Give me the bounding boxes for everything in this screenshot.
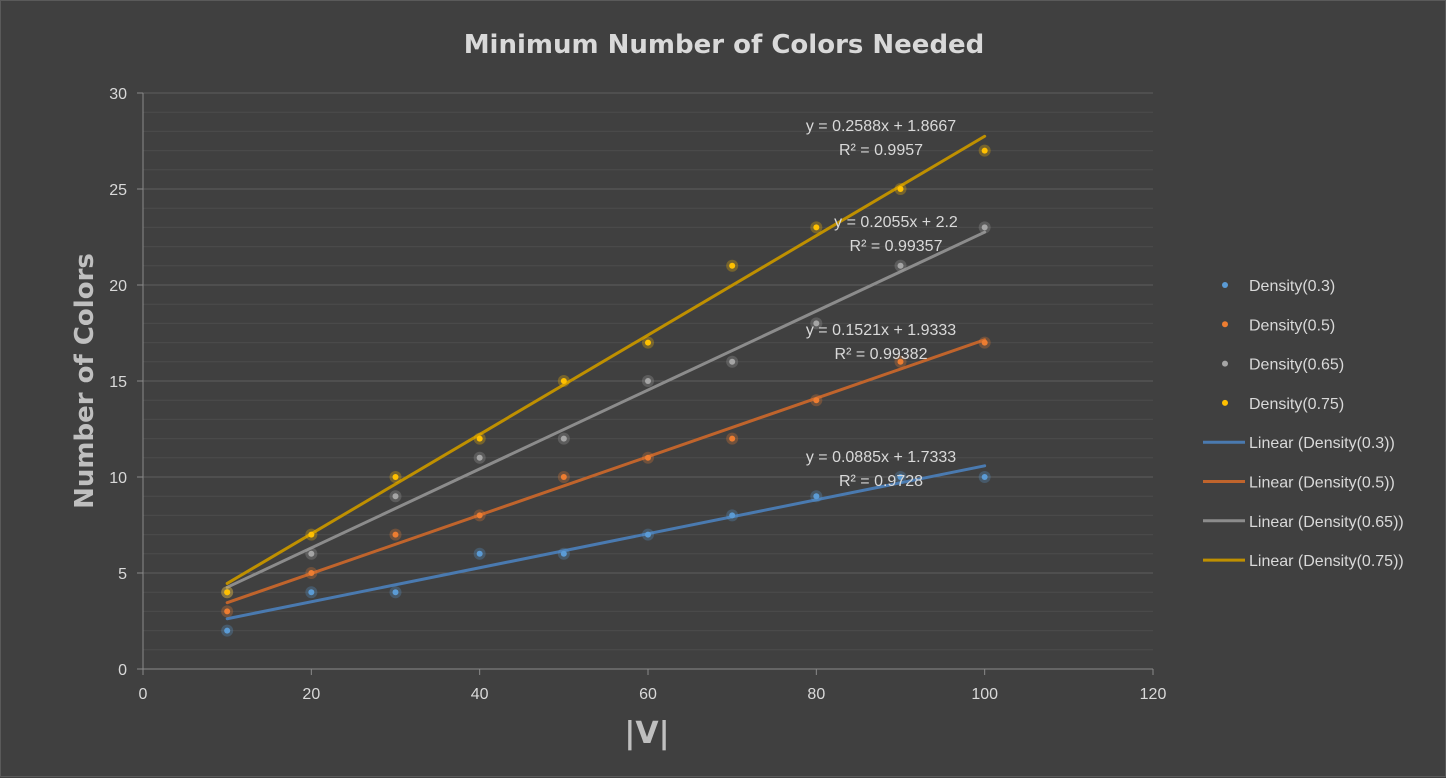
data-point-series-3 — [729, 262, 736, 269]
data-point-series-2 — [560, 435, 567, 442]
legend-entry-1: Density(0.5) — [1249, 317, 1335, 334]
data-point-series-1 — [897, 358, 904, 365]
data-point-series-2 — [729, 358, 736, 365]
data-point-series-0 — [645, 531, 651, 538]
legend-entry-2: Density(0.65) — [1249, 357, 1344, 374]
data-point-series-0 — [560, 550, 567, 557]
legend-marker-3 — [1222, 399, 1228, 406]
data-point-series-2 — [981, 224, 988, 231]
data-point-series-1 — [308, 570, 315, 576]
x-tick-label: 20 — [302, 686, 320, 703]
legend-entry-3: Density(0.75) — [1249, 396, 1344, 413]
x-axis-title: |V| — [624, 716, 669, 751]
trendline-3 — [225, 134, 987, 585]
trendline-equation-2: y = 0.2055x + 2.2 — [834, 214, 958, 231]
trendline-r2-3: R² = 0.9957 — [839, 142, 923, 159]
legend-trend-entry-1: Linear (Density(0.5)) — [1249, 475, 1395, 492]
data-point-series-0 — [897, 474, 904, 480]
data-point-series-0 — [813, 493, 820, 500]
trendline-equation-3: y = 0.2588x + 1.8667 — [806, 118, 956, 135]
data-point-series-0 — [729, 512, 736, 519]
data-point-series-2 — [645, 378, 651, 384]
data-point-series-3 — [645, 339, 651, 346]
data-point-series-0 — [981, 474, 988, 480]
legend-marker-0 — [1222, 282, 1228, 288]
data-point-series-1 — [224, 608, 231, 615]
legend: Density(0.3) Density(0.5) Density(0.65) Den… — [1203, 278, 1404, 570]
trendline-0 — [225, 464, 987, 621]
data-point-series-1 — [476, 512, 483, 519]
data-point-series-2 — [308, 550, 315, 557]
data-point-series-1 — [729, 435, 736, 442]
y-tick-label: 25 — [109, 182, 127, 199]
y-tick-label: 15 — [109, 374, 127, 391]
data-point-series-1 — [981, 339, 988, 346]
data-point-series-0 — [476, 550, 483, 557]
x-tick-label: 60 — [639, 686, 657, 703]
trendline-equation-0: y = 0.0885x + 1.7333 — [806, 449, 956, 466]
legend-entry-0: Density(0.3) — [1249, 278, 1335, 295]
data-point-series-0 — [224, 627, 231, 634]
y-axis-title: Number of Colors — [70, 253, 100, 509]
y-tick-label: 30 — [109, 86, 127, 103]
data-point-series-0 — [308, 589, 315, 596]
data-point-series-3 — [813, 224, 820, 231]
data-point-series-0 — [392, 589, 399, 596]
trendline-r2-1: R² = 0.99382 — [835, 346, 928, 363]
y-tick-label: 0 — [118, 662, 127, 679]
axes — [137, 92, 1154, 675]
data-points — [221, 144, 991, 637]
data-point-series-3 — [224, 589, 231, 596]
data-point-series-2 — [392, 493, 399, 500]
y-tick-label: 20 — [109, 278, 127, 295]
data-point-series-1 — [813, 397, 820, 404]
trendlines — [225, 134, 987, 621]
data-point-series-2 — [476, 454, 483, 461]
data-point-series-3 — [981, 147, 988, 154]
chart-title: Minimum Number of Colors Needed — [464, 30, 985, 60]
x-tick-label: 120 — [1140, 686, 1167, 703]
trendline-equations: y = 0.0885x + 1.7333 R² = 0.9728 y = 0.152… — [806, 118, 958, 490]
legend-marker-1 — [1222, 321, 1228, 328]
gridlines — [143, 92, 1153, 651]
x-tick-label: 0 — [139, 686, 148, 703]
data-point-series-1 — [560, 474, 567, 480]
legend-marker-2 — [1222, 360, 1228, 367]
x-tick-label: 80 — [807, 686, 825, 703]
data-point-series-3 — [308, 531, 315, 538]
data-point-series-1 — [392, 531, 399, 538]
data-point-series-3 — [476, 435, 483, 442]
trendline-equation-1: y = 0.1521x + 1.9333 — [806, 322, 956, 339]
y-tick-label: 5 — [118, 566, 127, 583]
tick-labels: 0 5 10 15 20 25 30 0 20 40 60 80 100 120 — [109, 86, 1166, 703]
trendline-1 — [225, 338, 987, 605]
data-point-series-2 — [813, 320, 820, 327]
legend-trend-entry-3: Linear (Density(0.75)) — [1249, 553, 1404, 570]
x-tick-label: 40 — [471, 686, 489, 703]
trendline-r2-2: R² = 0.99357 — [850, 238, 943, 255]
legend-trend-entry-2: Linear (Density(0.65)) — [1249, 514, 1404, 531]
legend-trend-entry-0: Linear (Density(0.3)) — [1249, 435, 1395, 452]
trendline-r2-0: R² = 0.9728 — [839, 473, 923, 490]
data-point-series-3 — [392, 474, 399, 480]
x-tick-label: 100 — [971, 686, 998, 703]
data-point-series-3 — [560, 378, 567, 384]
data-point-series-2 — [897, 262, 904, 269]
data-point-series-3 — [897, 186, 904, 192]
data-point-series-1 — [645, 454, 651, 461]
trendline-2 — [225, 230, 987, 589]
y-tick-label: 10 — [109, 470, 127, 487]
